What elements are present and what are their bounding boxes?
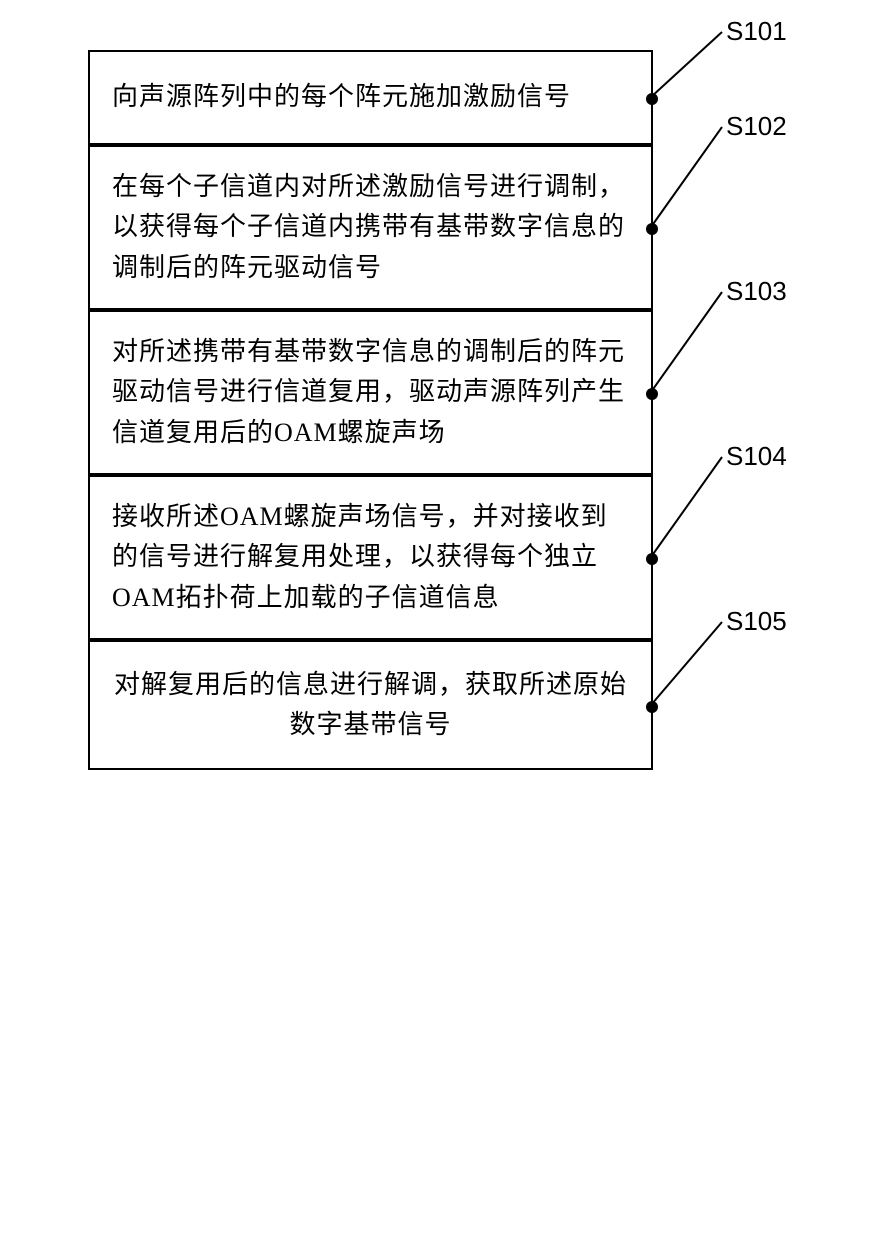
flowchart-container: 向声源阵列中的每个阵元施加激励信号 S101 在每个子信道内对所述激励信号进行调… — [0, 50, 876, 770]
step-box-5: 对解复用后的信息进行解调，获取所述原始数字基带信号 — [88, 640, 653, 770]
step-label-5: S105 — [726, 606, 787, 637]
step-label-4: S104 — [726, 441, 787, 472]
connector-dot-2 — [646, 223, 658, 235]
step-label-3: S103 — [726, 276, 787, 307]
step-box-4: 接收所述OAM螺旋声场信号，并对接收到的信号进行解复用处理，以获得每个独立OAM… — [88, 475, 653, 640]
step-text-1: 向声源阵列中的每个阵元施加激励信号 — [112, 77, 571, 117]
step-label-2: S102 — [726, 111, 787, 142]
step-box-1: 向声源阵列中的每个阵元施加激励信号 — [88, 50, 653, 145]
step-text-3: 对所述携带有基带数字信息的调制后的阵元驱动信号进行信道复用，驱动声源阵列产生信道… — [112, 332, 629, 453]
step-text-2: 在每个子信道内对所述激励信号进行调制，以获得每个子信道内携带有基带数字信息的调制… — [112, 167, 629, 288]
step-box-2: 在每个子信道内对所述激励信号进行调制，以获得每个子信道内携带有基带数字信息的调制… — [88, 145, 653, 310]
step-box-3: 对所述携带有基带数字信息的调制后的阵元驱动信号进行信道复用，驱动声源阵列产生信道… — [88, 310, 653, 475]
connector-dot-3 — [646, 388, 658, 400]
step-text-4: 接收所述OAM螺旋声场信号，并对接收到的信号进行解复用处理，以获得每个独立OAM… — [112, 497, 629, 618]
connector-dot-4 — [646, 553, 658, 565]
step-container-5: 对解复用后的信息进行解调，获取所述原始数字基带信号 S105 — [0, 640, 876, 770]
connector-dot-1 — [646, 93, 658, 105]
connector-dot-5 — [646, 701, 658, 713]
step-text-5: 对解复用后的信息进行解调，获取所述原始数字基带信号 — [112, 665, 629, 746]
step-label-1: S101 — [726, 16, 787, 47]
